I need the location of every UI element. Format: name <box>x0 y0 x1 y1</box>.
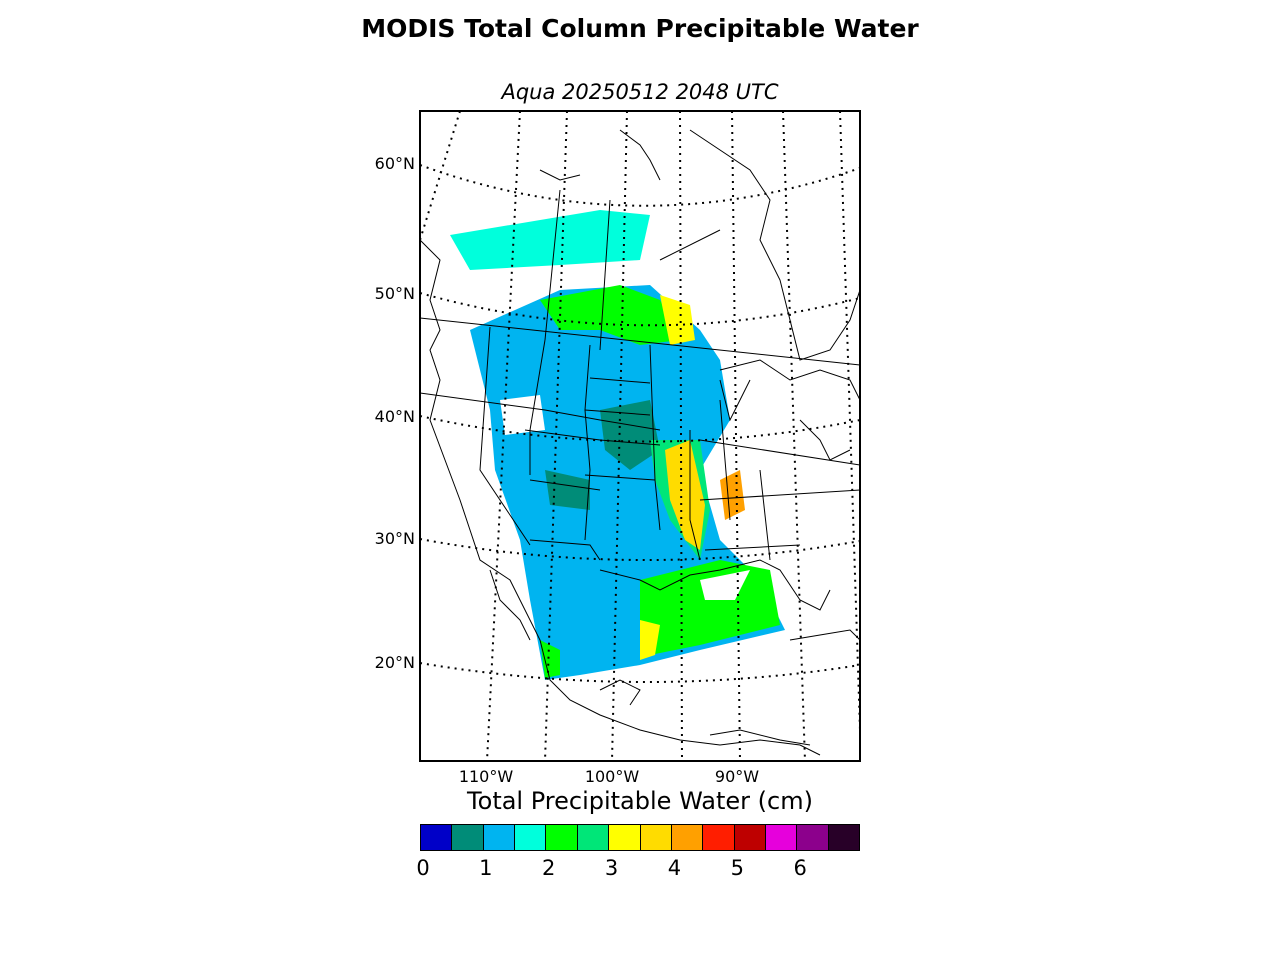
graticule <box>420 111 860 761</box>
colorbar-segment <box>734 825 766 850</box>
colorbar-tick-label: 6 <box>793 856 807 880</box>
map-title: MODIS Total Column Precipitable Water <box>361 14 919 43</box>
lon-label-110w: 110°W <box>458 767 514 786</box>
colorbar-segment <box>609 825 641 850</box>
colorbar-segment <box>797 825 829 850</box>
colorbar-tick-label: 4 <box>667 856 682 880</box>
colorbar-tick-label: 2 <box>542 856 556 880</box>
lat-label-50n: 50°N <box>374 284 415 303</box>
coastlines <box>420 129 860 756</box>
colorbar-segment <box>765 825 798 850</box>
lat-label-20n: 20°N <box>374 653 415 672</box>
lat-label-40n: 40°N <box>374 407 415 426</box>
colorbar-tick-label: 0 <box>416 856 430 880</box>
lat-label-60n: 60°N <box>374 154 415 173</box>
colorbar-tick-label: 3 <box>604 856 619 880</box>
colorbar-segment <box>640 825 672 850</box>
colorbar-segment <box>483 825 516 850</box>
colorbar-segment <box>577 825 610 850</box>
colorbar-segment <box>452 825 484 850</box>
map-frame <box>419 110 861 762</box>
lat-label-30n: 30°N <box>374 529 415 548</box>
colorbar-tick-label: 5 <box>730 856 744 880</box>
political-boundaries <box>420 189 860 561</box>
colorbar-segment <box>703 825 735 850</box>
colorbar-title: Total Precipitable Water (cm) <box>467 787 813 815</box>
data-swath <box>450 210 785 680</box>
lon-label-100w: 100°W <box>584 767 640 786</box>
lon-label-90w: 90°W <box>714 767 760 786</box>
map-content <box>420 111 860 761</box>
colorbar-tick-label: 1 <box>479 856 493 880</box>
colorbar-segment <box>515 825 547 850</box>
colorbar-segment <box>671 825 704 850</box>
colorbar <box>420 824 860 851</box>
map-subtitle: Aqua 20250512 2048 UTC <box>501 80 779 104</box>
colorbar-segment <box>546 825 578 850</box>
colorbar-segment <box>421 825 453 850</box>
colorbar-segment <box>828 825 860 850</box>
